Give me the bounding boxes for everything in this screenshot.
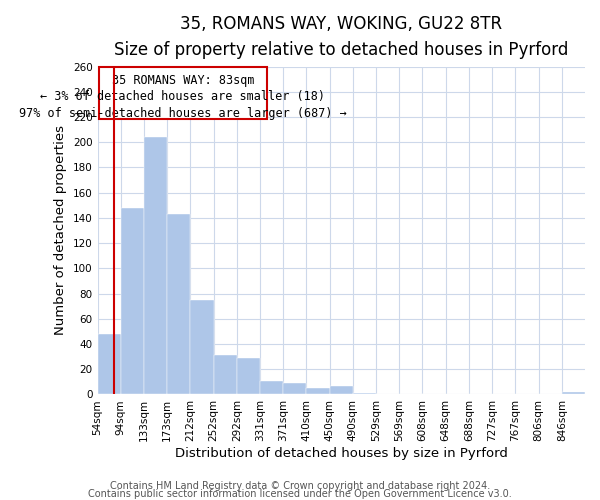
Bar xyxy=(167,214,190,394)
X-axis label: Distribution of detached houses by size in Pyrford: Distribution of detached houses by size … xyxy=(175,447,508,460)
Bar xyxy=(562,392,585,394)
Text: 35 ROMANS WAY: 83sqm: 35 ROMANS WAY: 83sqm xyxy=(112,74,254,87)
Bar xyxy=(214,356,237,395)
Bar xyxy=(97,334,121,394)
Title: 35, ROMANS WAY, WOKING, GU22 8TR
Size of property relative to detached houses in: 35, ROMANS WAY, WOKING, GU22 8TR Size of… xyxy=(114,15,568,60)
Bar xyxy=(283,383,307,394)
Y-axis label: Number of detached properties: Number of detached properties xyxy=(55,126,67,336)
Bar xyxy=(190,300,214,394)
Bar xyxy=(260,380,283,394)
FancyBboxPatch shape xyxy=(98,66,267,120)
Text: ← 3% of detached houses are smaller (18): ← 3% of detached houses are smaller (18) xyxy=(40,90,325,104)
Bar xyxy=(307,388,329,394)
Bar xyxy=(144,137,167,394)
Bar xyxy=(237,358,260,395)
Text: 97% of semi-detached houses are larger (687) →: 97% of semi-detached houses are larger (… xyxy=(19,107,347,120)
Text: Contains HM Land Registry data © Crown copyright and database right 2024.: Contains HM Land Registry data © Crown c… xyxy=(110,481,490,491)
Bar xyxy=(329,386,353,394)
Bar xyxy=(121,208,144,394)
Text: Contains public sector information licensed under the Open Government Licence v3: Contains public sector information licen… xyxy=(88,489,512,499)
Bar xyxy=(353,393,376,394)
